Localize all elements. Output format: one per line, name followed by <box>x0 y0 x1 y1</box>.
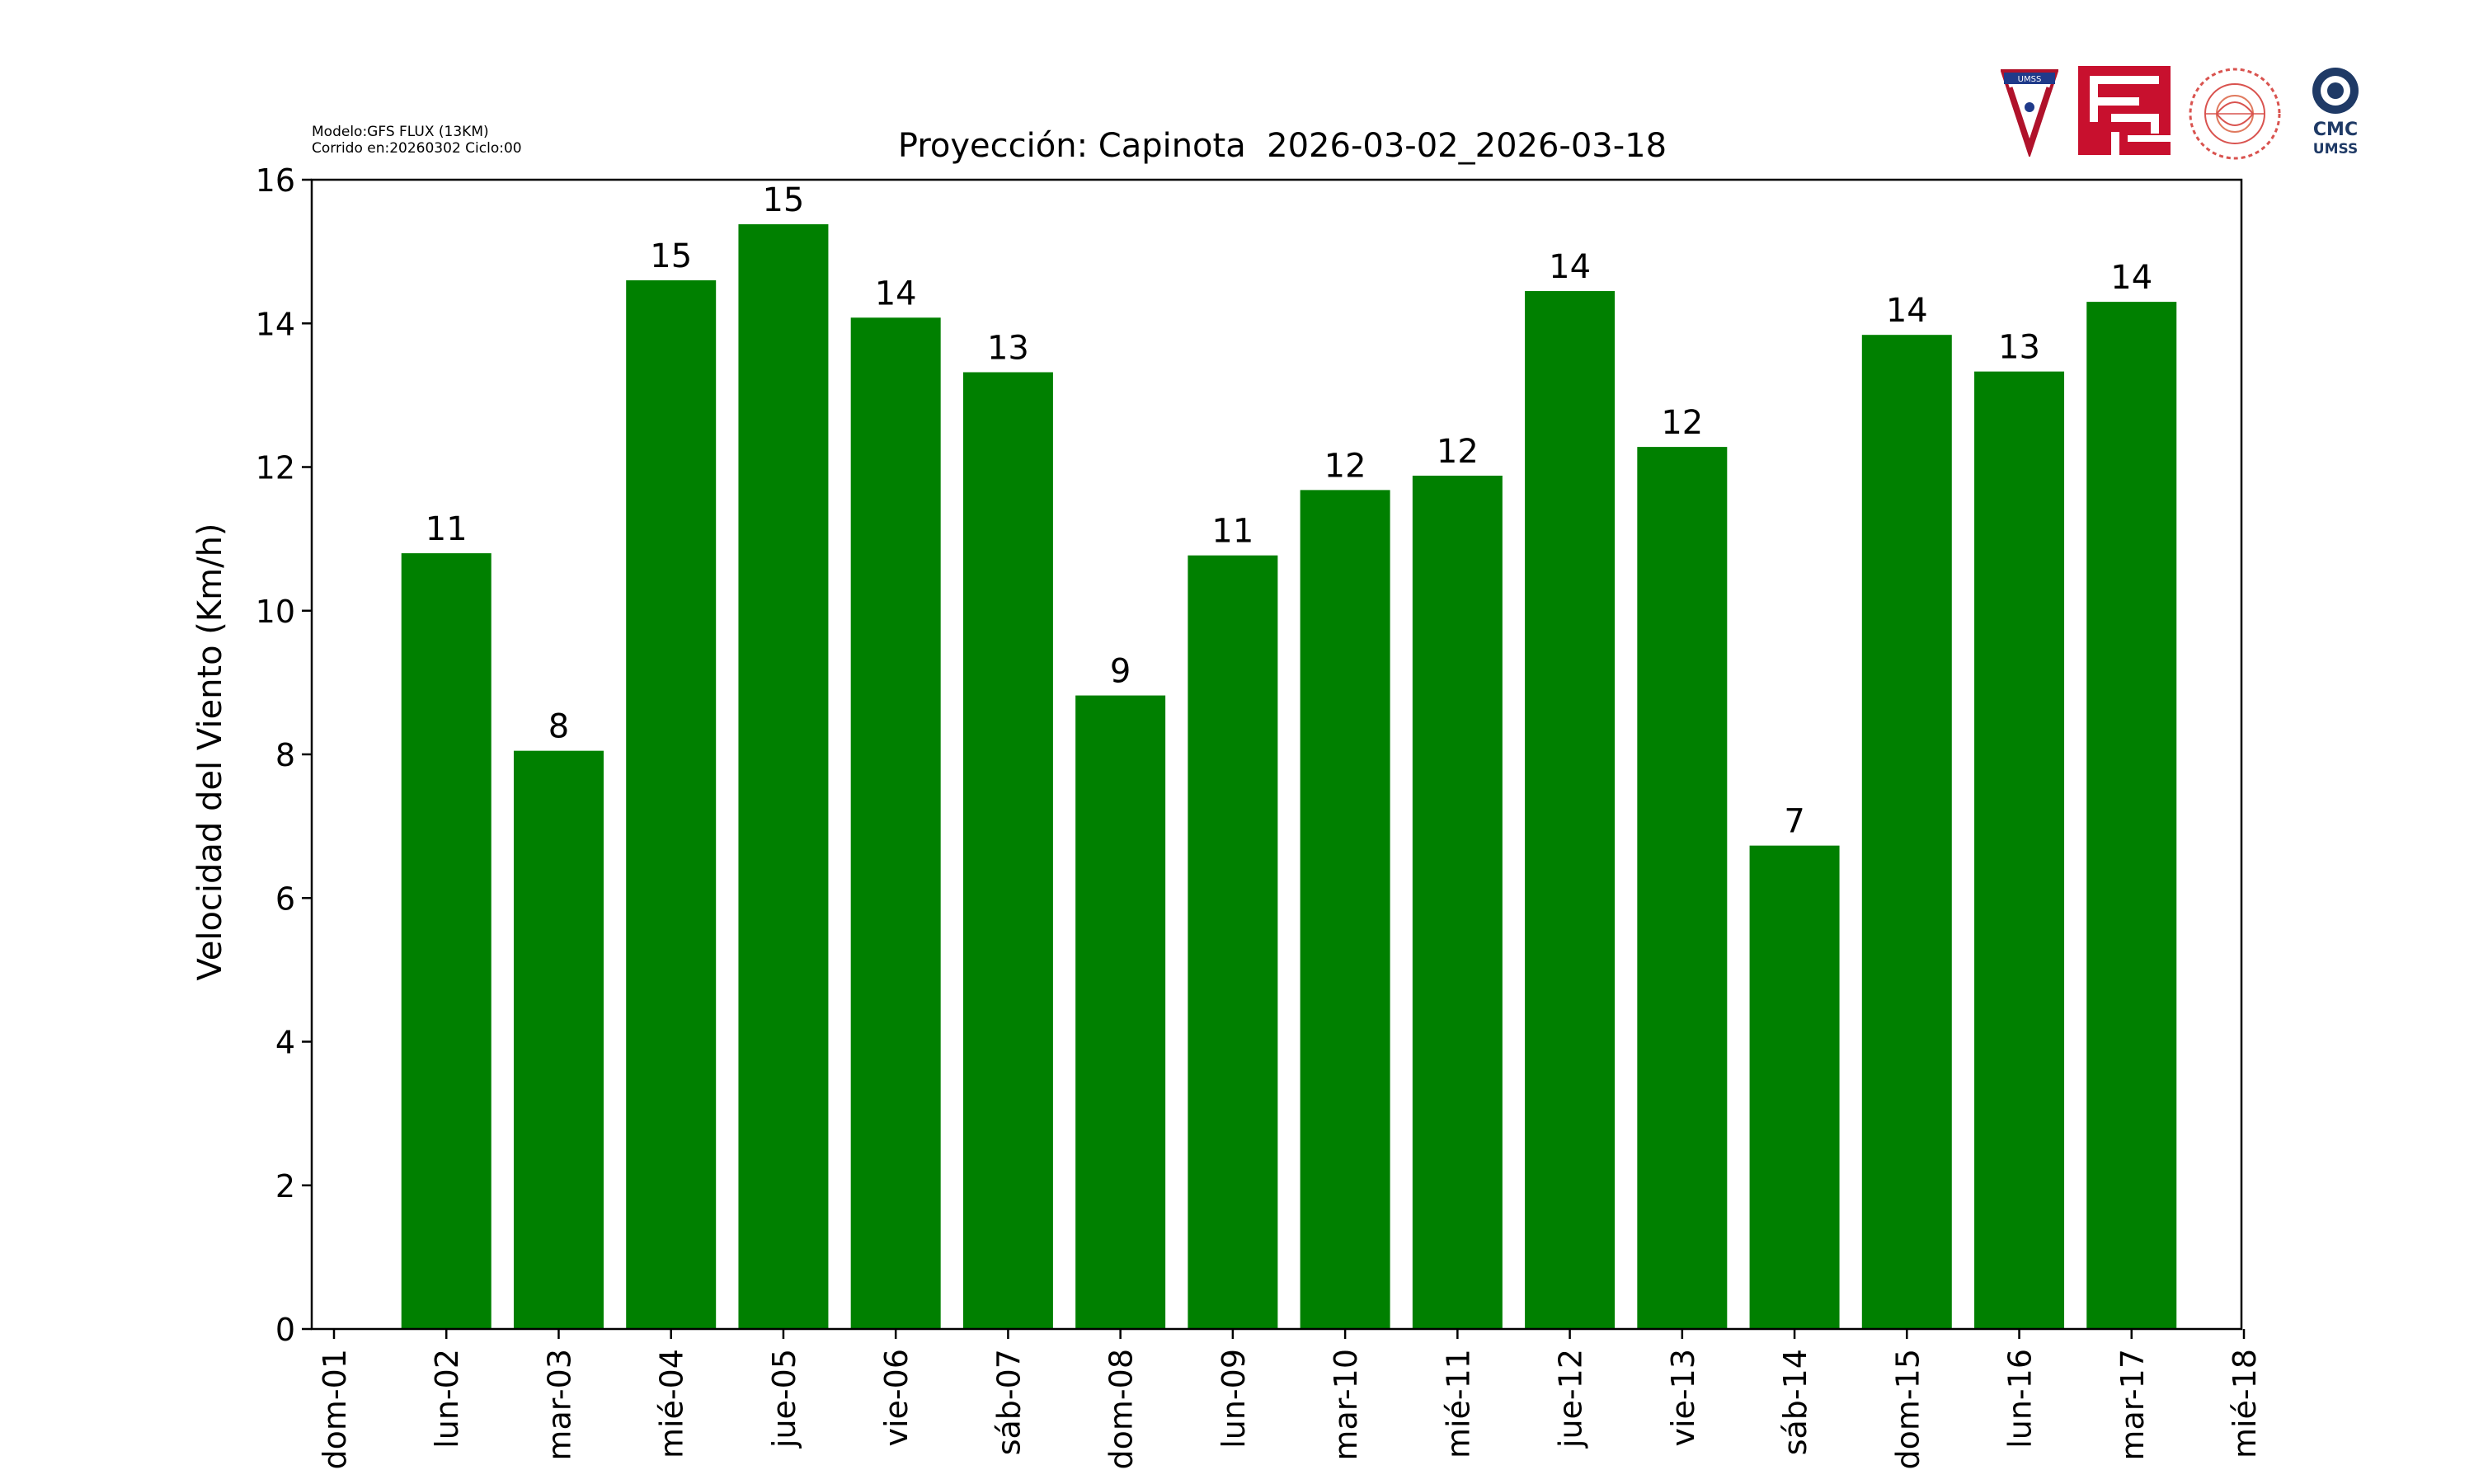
bar-vie-06 <box>850 317 941 1329</box>
bar-sáb-14 <box>1749 845 1840 1329</box>
bar-value-label: 15 <box>762 181 804 219</box>
x-tick-label: vie-13 <box>1665 1349 1701 1447</box>
x-tick-label: mié-04 <box>654 1349 690 1458</box>
x-tick-label: dom-15 <box>1889 1349 1926 1469</box>
x-tick-label: vie-06 <box>878 1349 915 1447</box>
cmc-logo-text: CMC <box>2313 120 2358 140</box>
model-run: Corrido en:20260302 Ciclo:00 <box>312 140 522 157</box>
x-tick-label: jue-05 <box>766 1349 802 1449</box>
bar-labels-group: 11 8 15 15 14 13 9 11 12 12 14 12 7 14 13 14 <box>426 181 2152 841</box>
y-axis: 0 2 4 6 8 10 12 14 16 <box>256 162 312 1348</box>
bar-value-label: 13 <box>1998 329 2040 367</box>
bar-lun-09 <box>1188 555 1278 1329</box>
x-tick-label: dom-08 <box>1103 1349 1140 1469</box>
bar-value-label: 11 <box>426 510 468 548</box>
umss-shield-logo: UMSS <box>2001 69 2058 157</box>
cmc-umss-logo: CMC UMSS <box>2312 68 2359 157</box>
bar-mar-03 <box>513 750 604 1329</box>
cmc-logo-subtext: UMSS <box>2313 141 2358 157</box>
bar-value-label: 14 <box>1549 248 1591 286</box>
model-info: Modelo:GFS FLUX (13KM) Corrido en:202603… <box>312 124 522 157</box>
bar-value-label: 12 <box>1324 447 1366 485</box>
bar-sáb-07 <box>962 372 1053 1329</box>
bar-dom-08 <box>1075 695 1166 1329</box>
y-axis-label: Velocidad del Viento (Km/h) <box>191 523 229 980</box>
umss-logo-text: UMSS <box>2018 75 2042 84</box>
y-tick-label: 6 <box>275 881 295 917</box>
y-tick-label: 16 <box>256 162 295 199</box>
bar-value-label: 13 <box>987 329 1029 367</box>
x-axis: dom-01 lun-02 mar-03 mié-04 jue-05 vie-06 sáb-… <box>317 1329 2263 1469</box>
x-tick-label: lun-09 <box>1216 1349 1252 1449</box>
y-tick-label: 8 <box>275 737 295 773</box>
x-tick-label: mar-17 <box>2114 1349 2151 1461</box>
bar-value-label: 9 <box>1110 653 1131 691</box>
y-tick-label: 0 <box>275 1312 295 1348</box>
x-tick-label: mié-11 <box>1440 1349 1476 1458</box>
bar-mié-04 <box>626 279 717 1330</box>
bar-value-label: 14 <box>1886 292 1928 330</box>
y-tick-label: 4 <box>275 1025 295 1061</box>
bar-mié-11 <box>1412 475 1503 1329</box>
bar-dom-15 <box>1861 335 1952 1330</box>
bar-value-label: 8 <box>548 708 569 746</box>
x-tick-label: mar-10 <box>1328 1349 1364 1461</box>
x-tick-label: sáb-14 <box>1777 1349 1813 1455</box>
bar-value-label: 14 <box>2110 259 2152 297</box>
bar-mar-17 <box>2086 302 2177 1329</box>
y-tick-label: 10 <box>256 594 295 630</box>
bar-lun-16 <box>1974 371 2065 1329</box>
bar-lun-02 <box>401 553 492 1329</box>
x-tick-label: dom-01 <box>317 1349 353 1469</box>
bar-value-label: 15 <box>650 237 692 275</box>
x-tick-label: mié-18 <box>2227 1349 2263 1458</box>
plot-frame <box>310 178 2243 1331</box>
model-name: Modelo:GFS FLUX (13KM) <box>312 124 489 140</box>
bars-group <box>401 224 2177 1330</box>
bar-value-label: 7 <box>1784 803 1804 841</box>
logo-strip: UMSS CMC UMSS <box>1979 66 2375 173</box>
x-tick-label: sáb-07 <box>990 1349 1027 1455</box>
bar-value-label: 11 <box>1211 513 1253 551</box>
bar-vie-13 <box>1637 447 1728 1329</box>
faculty-logo <box>2078 66 2171 155</box>
x-tick-label: lun-02 <box>429 1349 465 1449</box>
bar-mar-10 <box>1300 490 1390 1329</box>
y-tick-label: 12 <box>256 450 295 486</box>
y-tick-label: 14 <box>256 306 295 342</box>
bar-jue-05 <box>738 224 829 1330</box>
chart-title: Proyección: Capinota 2026-03-02_2026-03-… <box>898 127 1667 165</box>
bar-value-label: 12 <box>1661 404 1703 442</box>
bar-value-label: 12 <box>1437 433 1479 471</box>
bar-jue-12 <box>1525 291 1616 1330</box>
physics-department-seal-logo <box>2189 68 2281 160</box>
bar-value-label: 14 <box>875 275 917 312</box>
x-tick-label: mar-03 <box>541 1349 577 1461</box>
x-tick-label: jue-12 <box>1553 1349 1589 1449</box>
x-tick-label: lun-16 <box>2002 1349 2039 1449</box>
y-tick-label: 2 <box>275 1168 295 1205</box>
